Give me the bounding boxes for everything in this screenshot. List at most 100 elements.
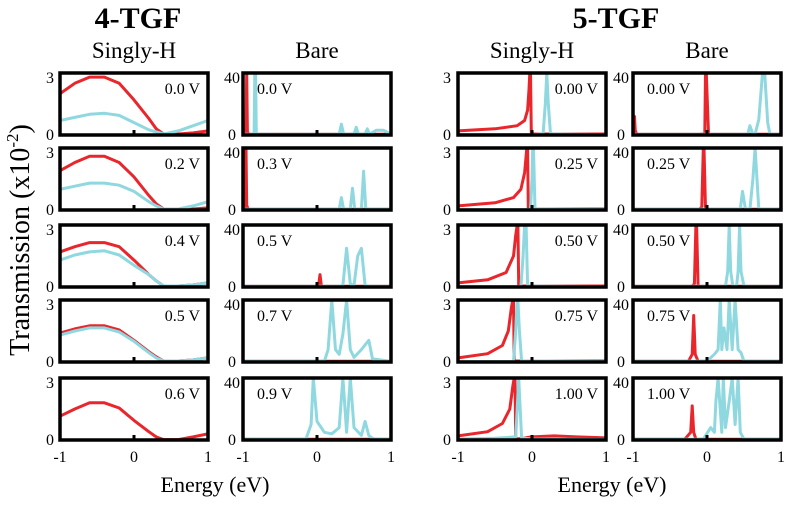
x-tick-label: 0 — [703, 449, 711, 466]
bias-voltage-label: 0.2 V — [165, 156, 201, 173]
bias-voltage-label: 0.5 V — [257, 233, 293, 250]
panel: 3 0 0.75 V — [443, 297, 608, 371]
y-tick-label: 0 — [228, 279, 236, 296]
y-tick-label: 0 — [46, 279, 54, 296]
y-tick-label: 0 — [228, 432, 236, 449]
y-tick-label: 3 — [443, 375, 451, 392]
panel: 3 0 0.50 V — [443, 222, 608, 296]
series-line-cyan — [243, 298, 392, 363]
column-title: Singly-H — [490, 38, 574, 63]
panel: 40 0 0.75 V — [613, 297, 783, 371]
x-tick-label: -1 — [451, 449, 464, 466]
y-tick-label: 3 — [46, 222, 54, 239]
panel: 3 0 0.6 V — [46, 375, 210, 449]
panel: 40 0 0.00 V — [613, 70, 783, 144]
y-tick-label: 0 — [228, 127, 236, 144]
series-line-cyan — [59, 111, 209, 136]
y-tick-label: 3 — [443, 222, 451, 239]
y-tick-label: 40 — [224, 222, 240, 239]
y-tick-label: 0 — [46, 127, 54, 144]
bias-voltage-label: 0.7 V — [257, 308, 293, 325]
y-tick-label: 0 — [443, 432, 451, 449]
bias-voltage-label: 0.75 V — [555, 308, 599, 325]
y-tick-label: 0 — [617, 279, 625, 296]
x-tick-label: 1 — [387, 449, 395, 466]
y-tick-label: 0 — [617, 432, 625, 449]
panel: 3 0 0.2 V — [46, 145, 210, 219]
y-tick-label: 40 — [224, 375, 240, 392]
y-tick-label: 3 — [46, 297, 54, 314]
bias-voltage-label: 1.00 V — [555, 386, 599, 403]
bias-voltage-label: 0.0 V — [257, 81, 293, 98]
bias-voltage-label: 0.25 V — [555, 156, 599, 173]
series-line-cyan — [59, 249, 209, 288]
series-line-cyan — [243, 246, 391, 288]
group-title: 5-TGF — [573, 2, 660, 35]
series-line-cyan — [633, 376, 781, 441]
panel: 3 0 0.0 V — [46, 70, 210, 144]
x-tick-label: 0 — [313, 449, 321, 466]
y-tick-label: 0 — [443, 127, 451, 144]
y-tick-label: 0 — [228, 202, 236, 219]
panel: 40 0 0.50 V — [613, 222, 783, 296]
y-tick-label: 0 — [46, 354, 54, 371]
x-tick-label: -1 — [53, 449, 66, 466]
y-tick-label: 0 — [46, 432, 54, 449]
y-tick-label: 3 — [46, 145, 54, 162]
bias-voltage-label: 0.5 V — [165, 308, 201, 325]
y-tick-label: 40 — [613, 145, 629, 162]
bias-voltage-label: 0.75 V — [647, 308, 691, 325]
y-tick-label: 3 — [443, 145, 451, 162]
y-tick-label: 0 — [617, 202, 625, 219]
series-line-cyan — [243, 376, 391, 441]
y-tick-label: 40 — [613, 70, 629, 87]
bias-voltage-label: 0.50 V — [555, 233, 599, 250]
y-tick-label: 40 — [224, 297, 240, 314]
panel: 40 0 0.3 V — [224, 145, 393, 219]
bias-voltage-label: 0.25 V — [647, 156, 691, 173]
bias-voltage-label: 0.4 V — [165, 233, 201, 250]
y-tick-label: 0 — [443, 354, 451, 371]
y-tick-label: 3 — [443, 70, 451, 87]
x-tick-label: 1 — [777, 449, 785, 466]
bias-voltage-label: 1.00 V — [647, 386, 691, 403]
y-tick-label: 3 — [46, 70, 54, 87]
y-tick-label: 40 — [613, 375, 629, 392]
x-axis-label: Energy (eV) — [161, 472, 270, 497]
series-line-red — [59, 324, 209, 363]
y-tick-label: 0 — [443, 202, 451, 219]
y-tick-label: 0 — [228, 354, 236, 371]
bias-voltage-label: 0.0 V — [165, 81, 201, 98]
panel: 40 0 1.00 V — [613, 375, 783, 449]
bias-voltage-label: 0.00 V — [555, 81, 599, 98]
y-tick-label: 0 — [617, 354, 625, 371]
panel: 3 0 0.5 V — [46, 297, 210, 371]
panel: 3 0 0.25 V — [443, 145, 608, 219]
bias-voltage-label: 0.9 V — [257, 386, 293, 403]
series-line-cyan — [243, 169, 391, 211]
group-title: 4-TGF — [95, 2, 182, 35]
panel: 40 0 0.0 V — [224, 70, 393, 144]
y-tick-label: 40 — [224, 70, 240, 87]
y-tick-label: 3 — [46, 375, 54, 392]
x-tick-label: 0 — [130, 449, 138, 466]
y-tick-label: 0 — [443, 279, 451, 296]
series-line-cyan — [633, 298, 781, 363]
panel: 40 0 0.7 V — [224, 297, 393, 371]
column-title: Bare — [685, 38, 728, 63]
bias-voltage-label: 0.3 V — [257, 156, 293, 173]
y-tick-label: 40 — [613, 222, 629, 239]
panel: 40 0 0.9 V — [224, 375, 393, 449]
panel: 40 0 0.5 V — [224, 222, 393, 296]
x-tick-label: 0 — [528, 449, 536, 466]
x-tick-label: -1 — [236, 449, 249, 466]
y-tick-label: 0 — [617, 127, 625, 144]
series-line-cyan — [59, 326, 209, 363]
y-axis-label: Transmission (x10-2) — [3, 124, 36, 356]
x-tick-label: -1 — [626, 449, 639, 466]
